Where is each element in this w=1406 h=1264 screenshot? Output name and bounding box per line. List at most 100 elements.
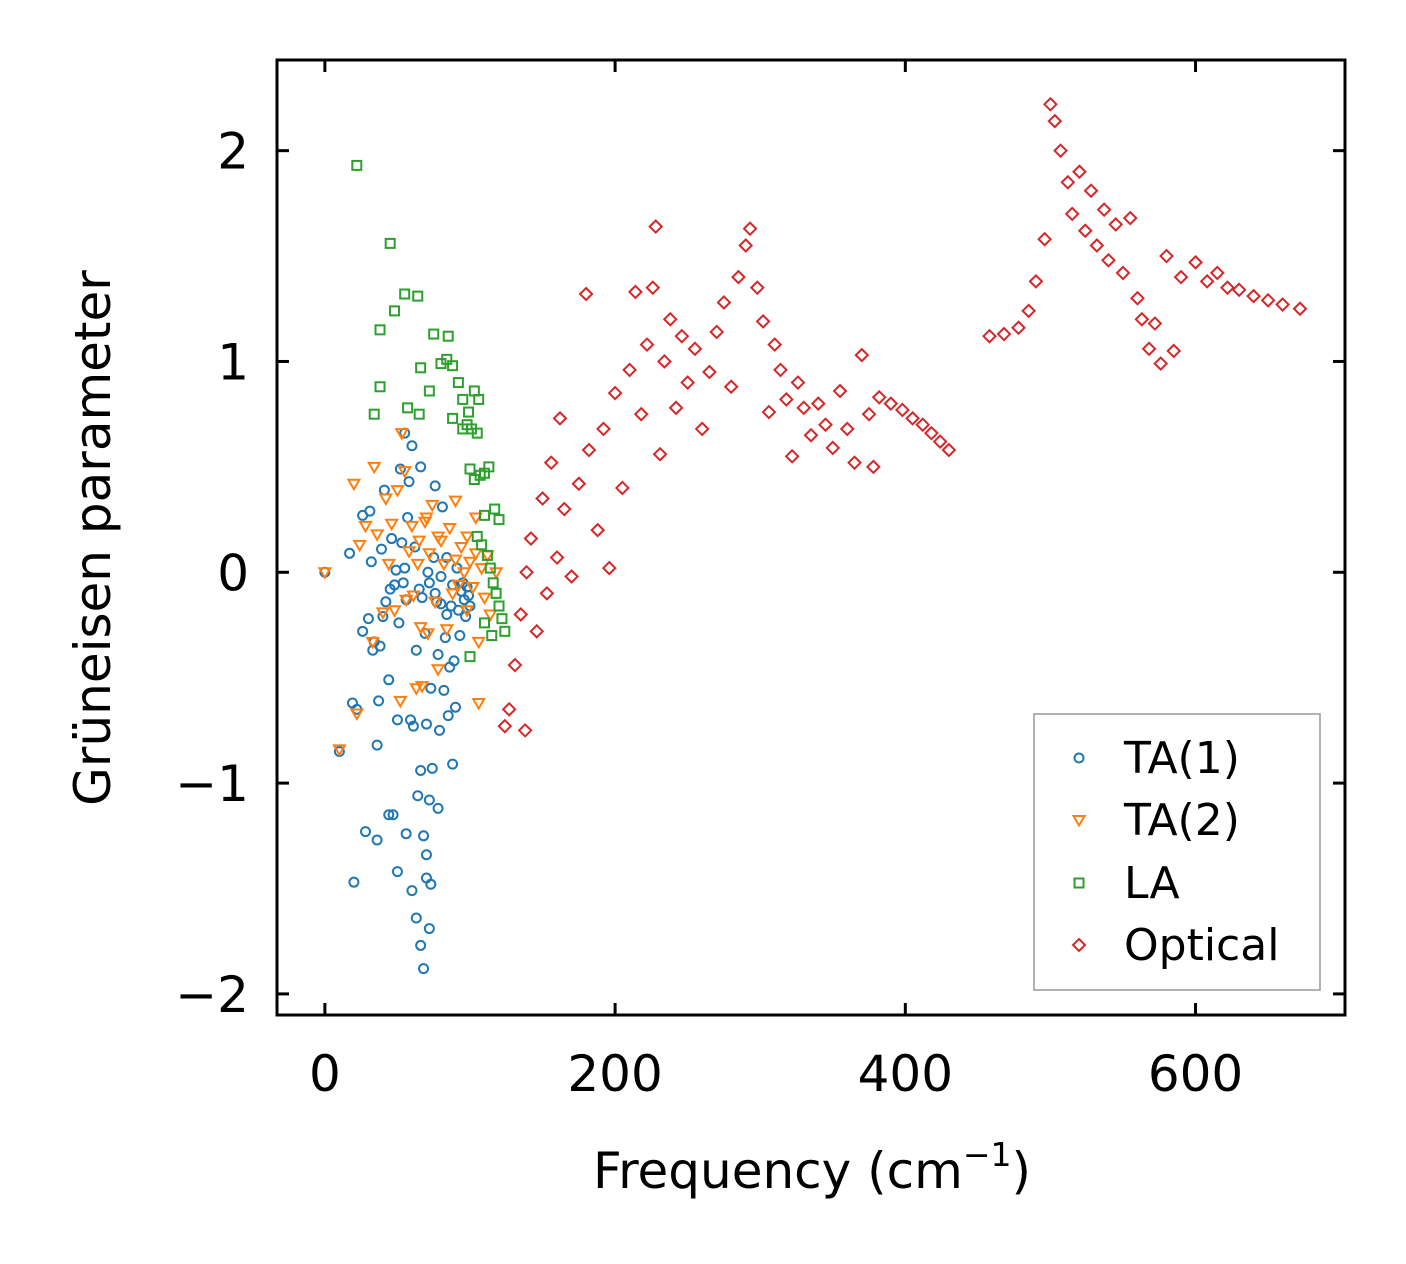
point-optical-17: [581, 442, 597, 458]
point-ta2-33: [436, 558, 452, 572]
point-optical-100: [1199, 273, 1215, 289]
point-optical-51: [790, 375, 806, 390]
point-optical-90: [1122, 210, 1138, 226]
point-optical-86: [1096, 202, 1112, 218]
point-optical-101: [1209, 265, 1225, 281]
point-ta2-3: [349, 708, 365, 722]
point-optical-2: [507, 657, 523, 673]
point-optical-19: [596, 421, 611, 437]
point-optical-66: [905, 410, 920, 426]
point-ta2-27: [420, 628, 436, 641]
point-ta2-1: [332, 744, 347, 757]
point-ta2-57: [430, 531, 446, 544]
y-tick-label-2: 0: [217, 544, 249, 602]
point-ta1-4: [348, 876, 360, 888]
point-ta2-37: [448, 554, 463, 568]
point-ta2-8: [369, 529, 385, 542]
point-optical-63: [871, 389, 887, 405]
point-la-34: [493, 514, 505, 526]
point-optical-3: [513, 607, 529, 622]
point-ta1-33: [396, 537, 408, 549]
point-ta1-18: [375, 543, 387, 555]
plot-frame: [275, 58, 1347, 1017]
point-ta2-11: [381, 558, 396, 572]
point-optical-58: [839, 421, 855, 437]
point-optical-64: [883, 396, 899, 412]
point-ta2-18: [398, 594, 414, 608]
legend-marker-optical: [1071, 937, 1087, 953]
point-ta2-34: [439, 624, 455, 637]
point-optical-36: [694, 421, 710, 437]
y-tick-label-0: 2: [217, 123, 249, 181]
point-la-46: [464, 651, 476, 663]
point-ta2-53: [459, 531, 475, 544]
point-ta1-59: [423, 794, 435, 806]
point-ta2-24: [411, 535, 427, 549]
point-la-13: [447, 360, 459, 372]
point-ta2-44: [468, 548, 484, 561]
point-la-14: [452, 377, 464, 389]
point-la-38: [484, 562, 496, 574]
point-optical-10: [543, 455, 559, 471]
point-ta1-10: [364, 505, 376, 517]
point-ta2-56: [413, 622, 428, 635]
point-ta2-43: [465, 582, 481, 595]
legend-label-ta1: TA(1): [1123, 733, 1240, 784]
point-optical-91: [1130, 290, 1145, 306]
point-optical-41: [731, 269, 746, 285]
point-optical-0: [497, 718, 513, 734]
point-ta2-12: [384, 518, 399, 532]
point-ta1-95: [415, 461, 427, 473]
point-ta1-69: [435, 571, 447, 583]
point-optical-85: [1089, 238, 1105, 253]
point-optical-28: [648, 219, 664, 234]
point-ta2-22: [409, 683, 424, 696]
point-optical-50: [784, 448, 800, 464]
point-la-37: [481, 549, 493, 561]
point-optical-6: [523, 531, 539, 546]
point-ta1-17: [374, 640, 386, 652]
point-optical-92: [1134, 311, 1150, 327]
point-ta2-10: [378, 493, 394, 506]
point-optical-88: [1108, 217, 1124, 232]
point-ta1-45: [410, 644, 422, 656]
point-optical-103: [1231, 282, 1247, 298]
point-optical-14: [564, 569, 579, 584]
legend-markers: [1071, 752, 1087, 953]
point-ta1-16: [373, 695, 385, 707]
point-ta1-22: [383, 809, 395, 821]
y-tick-label-1: 1: [217, 333, 249, 391]
point-optical-33: [674, 328, 690, 344]
point-ta2-0: [317, 567, 333, 580]
point-ta1-31: [393, 617, 405, 629]
point-ta1-93: [441, 608, 453, 620]
point-optical-52: [796, 400, 812, 416]
point-ta1-48: [415, 939, 427, 951]
point-optical-45: [755, 313, 771, 329]
point-optical-39: [716, 295, 732, 310]
point-ta2-52: [468, 512, 484, 525]
point-la-16: [463, 406, 475, 418]
point-la-9: [415, 362, 427, 374]
point-ta2-35: [442, 523, 457, 536]
point-la-15: [457, 393, 469, 405]
point-optical-61: [861, 406, 877, 422]
legend-label-la: LA: [1124, 858, 1180, 909]
data-points: [317, 96, 1308, 975]
x-axis-title-end: ): [1012, 1142, 1032, 1200]
point-optical-57: [832, 383, 848, 399]
point-optical-81: [1064, 206, 1080, 222]
point-ta2-51: [471, 697, 486, 711]
point-ta2-28: [422, 548, 437, 561]
point-optical-56: [825, 440, 841, 456]
point-la-40: [490, 587, 502, 599]
point-ta2-6: [365, 636, 381, 650]
point-la-8: [374, 381, 386, 393]
point-optical-24: [628, 284, 643, 300]
point-ta1-34: [397, 577, 409, 589]
point-la-25: [447, 412, 459, 424]
point-ta1-26: [387, 809, 399, 821]
point-ta1-79: [449, 701, 461, 713]
point-la-0: [351, 159, 363, 171]
point-optical-48: [773, 362, 788, 378]
